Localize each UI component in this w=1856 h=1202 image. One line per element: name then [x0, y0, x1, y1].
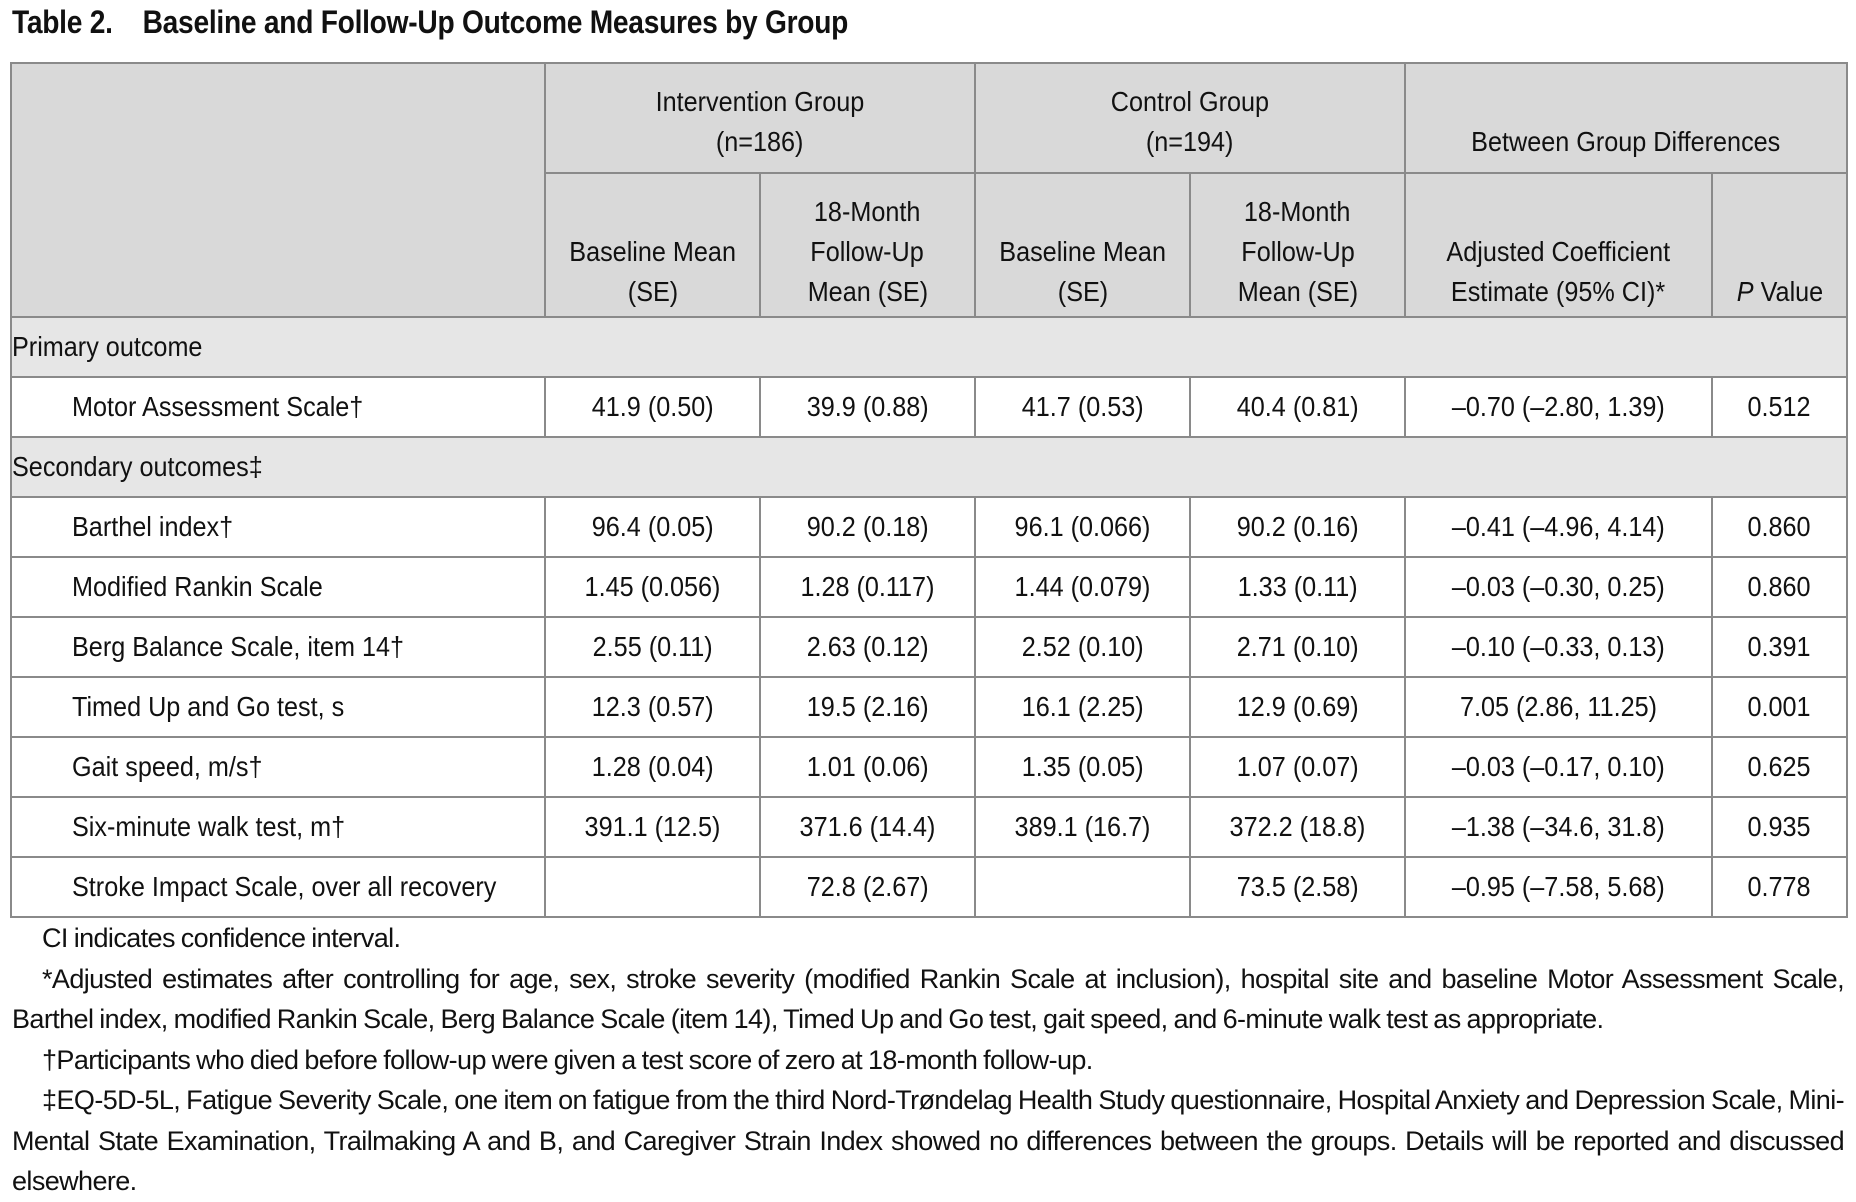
cell-adjusted-coefficient: –0.10 (–0.33, 0.13)	[1404, 616, 1714, 678]
cell-control-followup: 12.9 (0.69)	[1189, 676, 1407, 738]
header-intervention-followup: 18-Month Follow-Up Mean (SE)	[758, 172, 977, 318]
cell-p-value: 0.625	[1711, 736, 1849, 798]
cell-intervention-baseline: 41.9 (0.50)	[544, 376, 761, 438]
table-footnotes: CI indicates confidence interval. *Adjus…	[12, 918, 1845, 1202]
cell-adjusted-coefficient: –0.03 (–0.17, 0.10)	[1404, 736, 1714, 798]
table-row: Motor Assessment Scale† 41.9 (0.50) 39.9 (…	[10, 376, 1849, 438]
footnote-dagger: †Participants who died before follow-up …	[42, 1044, 1093, 1075]
header-control-group: Control Group (n=194)	[974, 62, 1407, 174]
cell-control-followup: 2.71 (0.10)	[1189, 616, 1407, 678]
cell-p-value: 0.860	[1711, 556, 1849, 618]
table-row: Timed Up and Go test, s 12.3 (0.57) 19.5 (…	[10, 676, 1849, 738]
row-label: Barthel index†	[10, 496, 546, 558]
footnote-double-dagger: ‡EQ-5D-5L, Fatigue Severity Scale, one i…	[12, 1085, 1845, 1196]
cell-intervention-baseline: 391.1 (12.5)	[544, 796, 761, 858]
cell-intervention-baseline	[544, 856, 761, 918]
cell-intervention-followup: 39.9 (0.88)	[758, 376, 977, 438]
table-row: Berg Balance Scale, item 14† 2.55 (0.11) 2…	[10, 616, 1849, 678]
cell-control-followup: 90.2 (0.16)	[1189, 496, 1407, 558]
cell-intervention-baseline: 2.55 (0.11)	[544, 616, 761, 678]
cell-control-baseline: 1.35 (0.05)	[974, 736, 1192, 798]
section-heading: Primary outcome	[9, 316, 1849, 378]
cell-control-baseline: 1.44 (0.079)	[974, 556, 1192, 618]
cell-control-followup: 40.4 (0.81)	[1189, 376, 1407, 438]
cell-intervention-followup: 371.6 (14.4)	[758, 796, 977, 858]
cell-adjusted-coefficient: –0.70 (–2.80, 1.39)	[1404, 376, 1714, 438]
cell-intervention-followup: 90.2 (0.18)	[758, 496, 977, 558]
cell-control-baseline: 41.7 (0.53)	[974, 376, 1192, 438]
cell-adjusted-coefficient: –0.95 (–7.58, 5.68)	[1404, 856, 1714, 918]
table-caption: Baseline and Follow-Up Outcome Measures …	[142, 4, 849, 40]
cell-intervention-followup: 19.5 (2.16)	[758, 676, 977, 738]
cell-intervention-baseline: 96.4 (0.05)	[544, 496, 761, 558]
cell-p-value: 0.391	[1711, 616, 1849, 678]
cell-control-baseline	[974, 856, 1192, 918]
cell-adjusted-coefficient: 7.05 (2.86, 11.25)	[1404, 676, 1714, 738]
table-row: Stroke Impact Scale, over all recovery 72…	[10, 856, 1849, 918]
table-row: Six-minute walk test, m† 391.1 (12.5) 371.…	[10, 796, 1849, 858]
header-intervention-baseline: Baseline Mean (SE)	[544, 172, 761, 318]
header-adjusted-coefficient: Adjusted Coefficient Estimate (95% CI)*	[1404, 172, 1714, 318]
cell-p-value: 0.860	[1711, 496, 1849, 558]
header-p-value: P Value	[1711, 172, 1849, 318]
header-control-followup: 18-Month Follow-Up Mean (SE)	[1189, 172, 1407, 318]
section-heading-row: Primary outcome	[9, 316, 1849, 378]
row-label: Motor Assessment Scale†	[10, 376, 546, 438]
cell-p-value: 0.512	[1711, 376, 1849, 438]
row-label: Modified Rankin Scale	[10, 556, 546, 618]
table-header: Intervention Group (n=186) Control Group…	[10, 62, 1849, 318]
cell-p-value: 0.778	[1711, 856, 1849, 918]
cell-intervention-followup: 2.63 (0.12)	[758, 616, 977, 678]
cell-control-baseline: 16.1 (2.25)	[974, 676, 1192, 738]
table-body: Primary outcome Motor Assessment Scale† 41…	[9, 316, 1849, 918]
footnote-ci: CI indicates confidence interval.	[42, 923, 401, 953]
row-label: Timed Up and Go test, s	[10, 676, 546, 738]
outcome-table: Intervention Group (n=186) Control Group…	[9, 62, 1849, 918]
section-heading: Secondary outcomes‡	[9, 436, 1849, 498]
cell-control-followup: 1.33 (0.11)	[1189, 556, 1407, 618]
cell-intervention-followup: 1.28 (0.117)	[758, 556, 977, 618]
cell-intervention-baseline: 12.3 (0.57)	[544, 676, 761, 738]
cell-adjusted-coefficient: –0.41 (–4.96, 4.14)	[1404, 496, 1714, 558]
cell-p-value: 0.935	[1711, 796, 1849, 858]
section-heading-row: Secondary outcomes‡	[9, 436, 1849, 498]
cell-control-baseline: 96.1 (0.066)	[974, 496, 1192, 558]
table-row: Barthel index† 96.4 (0.05) 90.2 (0.18) 96.1…	[10, 496, 1849, 558]
cell-control-baseline: 389.1 (16.7)	[974, 796, 1192, 858]
header-corner	[10, 62, 546, 318]
cell-control-followup: 1.07 (0.07)	[1189, 736, 1407, 798]
table-row: Gait speed, m/s† 1.28 (0.04) 1.01 (0.06) 1.…	[10, 736, 1849, 798]
row-label: Stroke Impact Scale, over all recovery	[10, 856, 546, 918]
footnote-adjusted: *Adjusted estimates after controlling fo…	[12, 963, 1845, 1035]
cell-adjusted-coefficient: –0.03 (–0.30, 0.25)	[1404, 556, 1714, 618]
cell-control-baseline: 2.52 (0.10)	[974, 616, 1192, 678]
header-intervention-group: Intervention Group (n=186)	[543, 62, 977, 174]
cell-intervention-baseline: 1.45 (0.056)	[544, 556, 761, 618]
row-label: Six-minute walk test, m†	[10, 796, 546, 858]
cell-intervention-baseline: 1.28 (0.04)	[544, 736, 761, 798]
table-row: Modified Rankin Scale 1.45 (0.056) 1.28 (0…	[10, 556, 1849, 618]
cell-control-followup: 372.2 (18.8)	[1189, 796, 1407, 858]
cell-control-followup: 73.5 (2.58)	[1189, 856, 1407, 918]
row-label: Gait speed, m/s†	[10, 736, 546, 798]
table-number: Table 2.	[12, 4, 113, 40]
header-control-baseline: Baseline Mean (SE)	[974, 172, 1192, 318]
cell-intervention-followup: 72.8 (2.67)	[758, 856, 977, 918]
cell-adjusted-coefficient: –1.38 (–34.6, 31.8)	[1404, 796, 1714, 858]
row-label: Berg Balance Scale, item 14†	[10, 616, 546, 678]
header-between-group: Between Group Differences	[1404, 62, 1849, 174]
cell-p-value: 0.001	[1711, 676, 1849, 738]
cell-intervention-followup: 1.01 (0.06)	[758, 736, 977, 798]
table-title: Table 2. Baseline and Follow-Up Outcome M…	[12, 4, 848, 41]
